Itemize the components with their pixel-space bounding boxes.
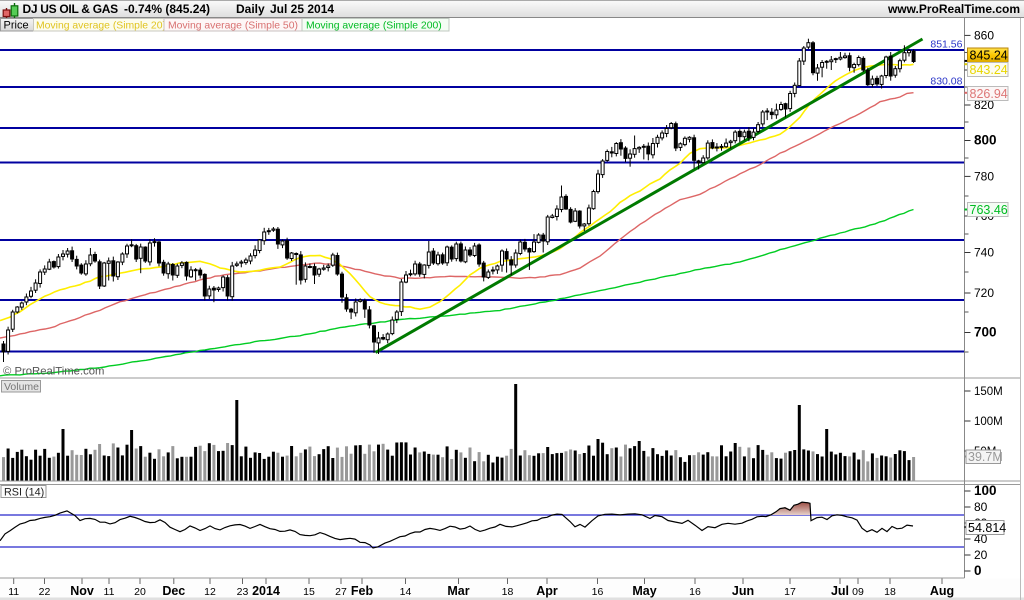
svg-text:830.08: 830.08 <box>930 76 962 88</box>
svg-text:Jul 25 2014: Jul 25 2014 <box>270 2 334 16</box>
svg-text:843.24: 843.24 <box>970 63 1008 77</box>
svg-text:Price: Price <box>4 19 29 31</box>
svg-text:Moving average (Simple 50): Moving average (Simple 50) <box>168 20 298 31</box>
svg-text:860: 860 <box>974 29 994 43</box>
svg-text:740: 740 <box>974 246 994 260</box>
svg-text:Aug: Aug <box>930 584 954 598</box>
svg-text:Dec: Dec <box>162 584 185 598</box>
svg-text:11: 11 <box>8 586 19 598</box>
svg-text:780: 780 <box>974 170 994 184</box>
svg-text:820: 820 <box>974 98 994 112</box>
svg-text:700: 700 <box>974 325 997 340</box>
svg-text:09: 09 <box>852 586 864 598</box>
svg-text:23: 23 <box>237 586 249 598</box>
svg-text:0: 0 <box>974 563 982 578</box>
svg-text:18: 18 <box>884 586 896 598</box>
svg-text:100: 100 <box>974 483 997 498</box>
svg-text:14: 14 <box>400 586 412 598</box>
svg-text:16: 16 <box>592 586 604 598</box>
svg-text:845.24: 845.24 <box>970 49 1008 63</box>
svg-text:12: 12 <box>204 586 216 598</box>
svg-text:27: 27 <box>335 586 347 598</box>
svg-text:www.ProRealTime.com: www.ProRealTime.com <box>887 2 1020 16</box>
svg-text:800: 800 <box>974 133 997 148</box>
svg-text:17: 17 <box>784 586 796 598</box>
svg-text:Nov: Nov <box>70 584 94 598</box>
svg-text:Jul: Jul <box>831 584 849 598</box>
svg-text:40: 40 <box>974 532 988 546</box>
svg-text:-0.74% (845.24): -0.74% (845.24) <box>124 2 210 16</box>
svg-text:DJ US OIL & GAS: DJ US OIL & GAS <box>23 2 119 16</box>
svg-text:Moving average (Simple 20): Moving average (Simple 20) <box>36 20 166 31</box>
svg-text:May: May <box>632 584 656 598</box>
svg-text:11: 11 <box>104 586 115 598</box>
svg-text:Jun: Jun <box>732 584 754 598</box>
svg-text:39.7M: 39.7M <box>968 450 1003 464</box>
svg-text:851.56: 851.56 <box>930 39 962 51</box>
svg-text:RSI (14): RSI (14) <box>4 486 44 498</box>
svg-text:826.94: 826.94 <box>970 87 1008 101</box>
svg-text:20: 20 <box>974 548 988 562</box>
svg-text:22: 22 <box>39 586 51 598</box>
svg-text:80: 80 <box>974 500 988 514</box>
svg-text:Apr: Apr <box>536 584 558 598</box>
svg-text:150M: 150M <box>974 386 1003 398</box>
svg-text:Mar: Mar <box>447 584 469 598</box>
svg-text:20: 20 <box>134 586 146 598</box>
svg-text:15: 15 <box>303 586 315 598</box>
svg-text:720: 720 <box>974 286 994 300</box>
svg-text:Volume: Volume <box>4 381 39 393</box>
svg-text:18: 18 <box>502 586 514 598</box>
svg-text:Feb: Feb <box>351 584 374 598</box>
svg-text:© ProRealTime.com: © ProRealTime.com <box>3 366 104 378</box>
svg-text:16: 16 <box>689 586 701 598</box>
svg-text:763.46: 763.46 <box>970 203 1008 217</box>
svg-text:2014: 2014 <box>252 584 280 598</box>
svg-text:100M: 100M <box>974 416 1003 428</box>
svg-text:Daily: Daily <box>236 2 265 16</box>
svg-text:Moving average (Simple 200): Moving average (Simple 200) <box>306 20 442 31</box>
svg-text:54.814: 54.814 <box>968 521 1006 535</box>
